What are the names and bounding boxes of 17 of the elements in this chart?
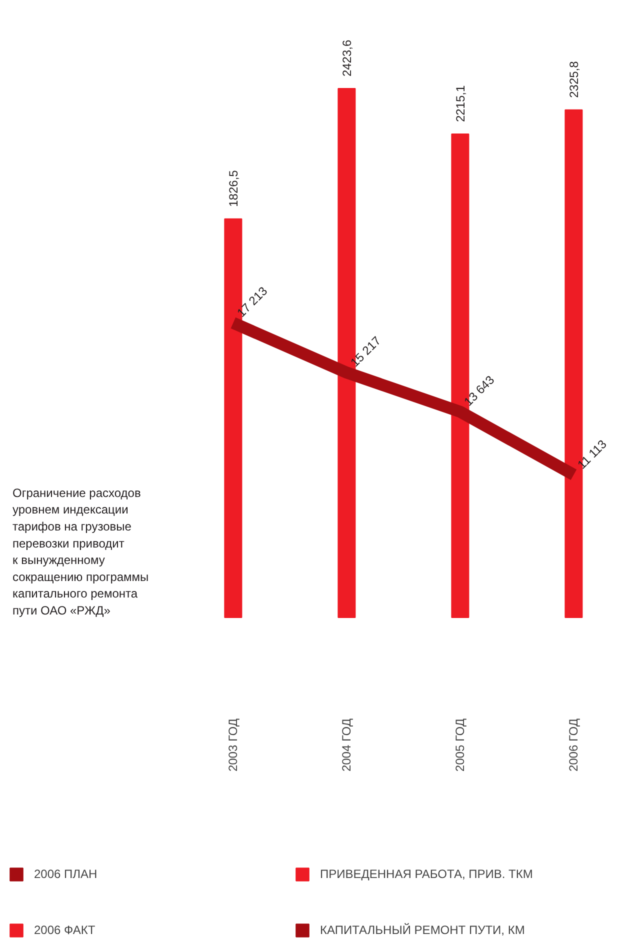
data-label: 2423,6: [340, 40, 354, 77]
data-label: 13 643: [461, 372, 498, 409]
text: Ограничение расходов уровнем индексации тарифов на грузовые перевозки приводит к вынужденному сокращению программы капитального ремонта пути ОАО «РЖД»: [12, 486, 149, 618]
data-label: 2215,1: [454, 85, 468, 122]
legend-label: 2006 ПЛАН: [34, 867, 98, 881]
x-tick-label: 2003 ГОД: [226, 718, 240, 772]
legend-label: ПРИВЕДЕННАЯ РАБОТА, ПРИВ. ТКМ: [320, 867, 534, 881]
data-label: 15 217: [348, 333, 384, 370]
data-label: 2325,8: [567, 60, 582, 98]
x-tick-label: 2004 ГОД: [340, 718, 354, 772]
legend-label: 2006 ФАКТ: [34, 923, 96, 937]
data-label: 17 213: [234, 284, 270, 320]
data-label: 1826,5: [226, 170, 241, 207]
x-tick-label: 2005 ГОД: [453, 718, 468, 772]
x-tick-label: 2006 ГОД: [566, 718, 581, 772]
data-label: 11 113: [574, 436, 610, 472]
legend-label: КАПИТАЛЬНЫЙ РЕМОНТ ПУТИ, КМ: [320, 923, 526, 937]
